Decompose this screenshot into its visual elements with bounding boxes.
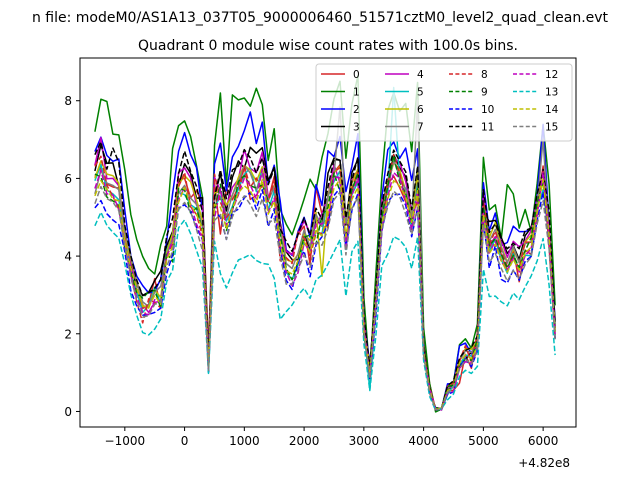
legend-label-12: 12 xyxy=(545,69,558,81)
y-tick-label: 6 xyxy=(64,172,72,186)
x-tick-label: 3000 xyxy=(349,434,380,448)
x-tick-label: 4000 xyxy=(408,434,439,448)
series-line-8 xyxy=(94,153,556,411)
x-tick-label: −1000 xyxy=(105,434,146,448)
legend-frame xyxy=(315,63,573,142)
legend-label-4: 4 xyxy=(417,69,424,81)
legend-label-8: 8 xyxy=(481,69,488,81)
legend-label-1: 1 xyxy=(353,87,360,99)
plot-frame xyxy=(79,57,577,428)
x-tick-label: 2000 xyxy=(289,434,320,448)
legend-label-15: 15 xyxy=(545,122,558,134)
x-tick-label: 1000 xyxy=(229,434,260,448)
legend-label-9: 9 xyxy=(481,87,488,99)
y-axis: 0 2 4 6 8 xyxy=(64,94,80,419)
x-tick-label: 6000 xyxy=(528,434,559,448)
y-tick-label: 4 xyxy=(64,250,72,264)
series-line-9 xyxy=(94,154,556,410)
legend-label-14: 14 xyxy=(545,104,559,116)
y-tick-label: 0 xyxy=(64,405,72,419)
x-axis: −1000 0 1000 2000 3000 4000 5000 6000 xyxy=(105,427,559,448)
chart-title: Quadrant 0 module wise count rates with … xyxy=(138,38,518,54)
series-layer xyxy=(94,74,556,413)
legend-label-2: 2 xyxy=(353,104,360,116)
legend-label-13: 13 xyxy=(545,87,558,99)
x-tick-label: 0 xyxy=(181,434,189,448)
y-tick-label: 8 xyxy=(64,94,72,108)
legend-label-7: 7 xyxy=(417,122,424,134)
legend-label-6: 6 xyxy=(417,104,424,116)
y-tick-label: 2 xyxy=(64,327,72,341)
legend-label-5: 5 xyxy=(417,87,424,99)
legend-label-11: 11 xyxy=(481,122,494,134)
x-axis-offset-label: +4.82e8 xyxy=(518,456,570,470)
legend-label-0: 0 xyxy=(353,69,360,81)
x-tick-label: 5000 xyxy=(468,434,499,448)
figure-suptitle: n file: modeM0/AS1A13_037T05_9000006460_… xyxy=(32,10,609,26)
legend-label-3: 3 xyxy=(353,122,360,134)
series-line-14 xyxy=(94,178,556,411)
legend-label-10: 10 xyxy=(481,104,494,116)
series-line-15 xyxy=(94,185,556,411)
series-line-13 xyxy=(94,211,556,412)
